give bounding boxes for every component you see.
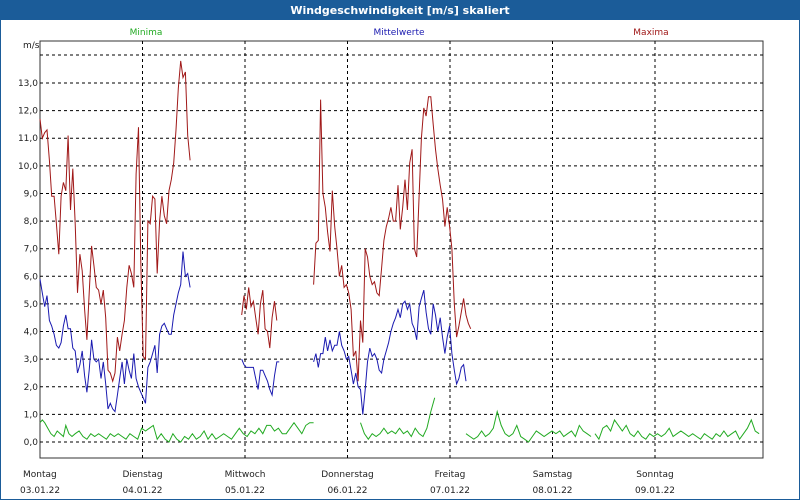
- x-date-label: 07.01.22: [430, 486, 470, 496]
- y-axis-label: m/s: [23, 41, 40, 51]
- y-tick-label: 7,0: [24, 245, 39, 255]
- series-line-mittelwerte: [313, 289, 467, 415]
- x-day-label: Donnerstag: [321, 470, 374, 480]
- series-line-maxima: [241, 287, 278, 349]
- legend-maxima: Maxima: [633, 28, 668, 38]
- x-date-label: 03.01.22: [20, 486, 60, 496]
- x-date-label: 05.01.22: [225, 486, 265, 496]
- x-day-label: Montag: [23, 470, 57, 480]
- series-line-mittelwerte: [241, 359, 280, 398]
- series-line-maxima: [39, 60, 191, 384]
- chart-title: Windgeschwindigkeit [m/s] skaliert: [1, 1, 799, 20]
- y-tick-label: 4,0: [24, 328, 39, 338]
- y-axis-ticks: 0,0 1,0 2,0 3,0 4,0 5,0 6,0 7,0 8,0 9,0 10,0 11,0 12…: [18, 79, 38, 448]
- series-line-minima: [465, 409, 592, 443]
- y-tick-label: 0,0: [24, 438, 39, 448]
- y-tick-label: 2,0: [24, 383, 39, 393]
- legend-minima: Minima: [130, 28, 163, 38]
- series-line-minima: [594, 418, 760, 441]
- y-tick-label: 11,0: [18, 134, 38, 144]
- x-axis-labels: Montag 03.01.22 Dienstag 04.01.22 Mittwoch 05…: [20, 470, 675, 496]
- grid: [39, 40, 764, 459]
- x-day-label: Mittwoch: [225, 470, 266, 480]
- series-line-mittelwerte: [39, 251, 191, 413]
- legend-mittelwerte: Mittelwerte: [373, 28, 424, 38]
- y-tick-label: 13,0: [18, 79, 38, 89]
- x-date-label: 04.01.22: [122, 486, 162, 496]
- x-day-label: Samstag: [533, 470, 572, 480]
- y-tick-label: 9,0: [24, 189, 39, 199]
- x-day-label: Dienstag: [122, 470, 162, 480]
- series-line-minima: [360, 397, 436, 441]
- x-date-label: 08.01.22: [532, 486, 572, 496]
- series-lines: [39, 60, 760, 443]
- y-tick-label: 10,0: [18, 162, 38, 172]
- y-tick-label: 1,0: [24, 410, 39, 420]
- x-day-label: Freitag: [435, 470, 466, 480]
- x-date-label: 06.01.22: [327, 486, 367, 496]
- y-tick-label: 3,0: [24, 355, 39, 365]
- y-tick-label: 12,0: [18, 107, 38, 117]
- series-line-maxima: [313, 96, 472, 382]
- x-day-label: Sonntag: [636, 470, 673, 480]
- y-tick-label: 5,0: [24, 300, 39, 310]
- plot-border: [39, 40, 764, 459]
- y-tick-label: 8,0: [24, 217, 39, 227]
- x-date-label: 09.01.22: [635, 486, 675, 496]
- series-line-minima: [39, 419, 314, 443]
- y-tick-label: 6,0: [24, 272, 39, 282]
